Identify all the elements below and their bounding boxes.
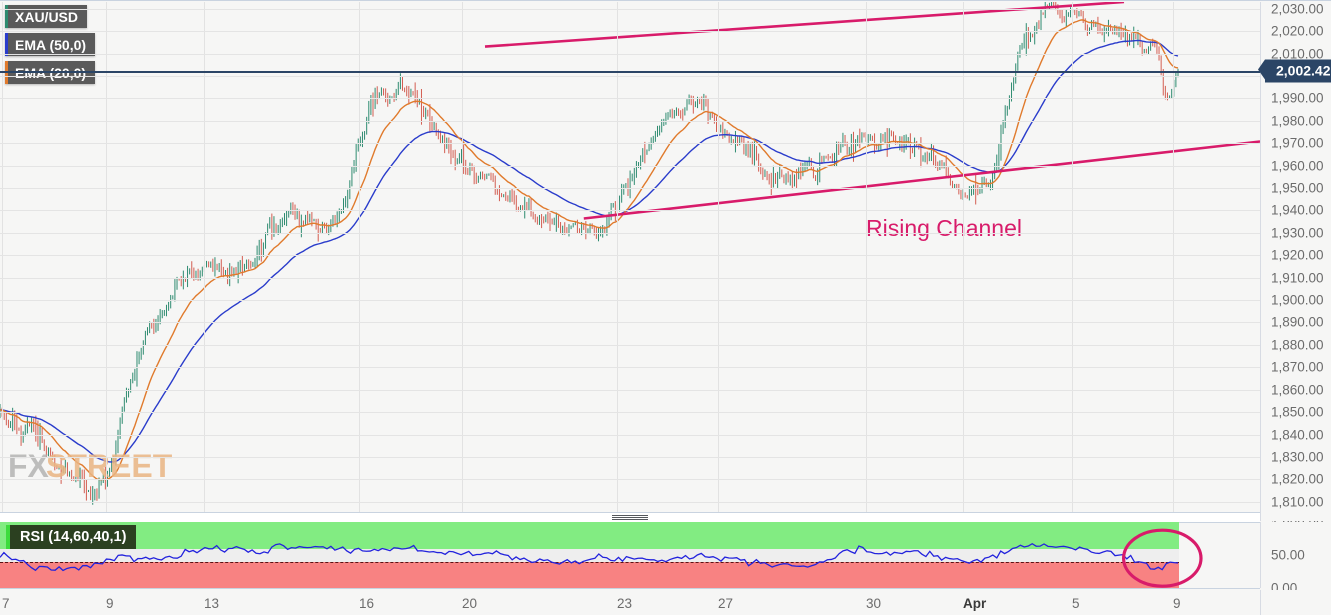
svg-text:Rising Channel: Rising Channel bbox=[866, 215, 1022, 241]
